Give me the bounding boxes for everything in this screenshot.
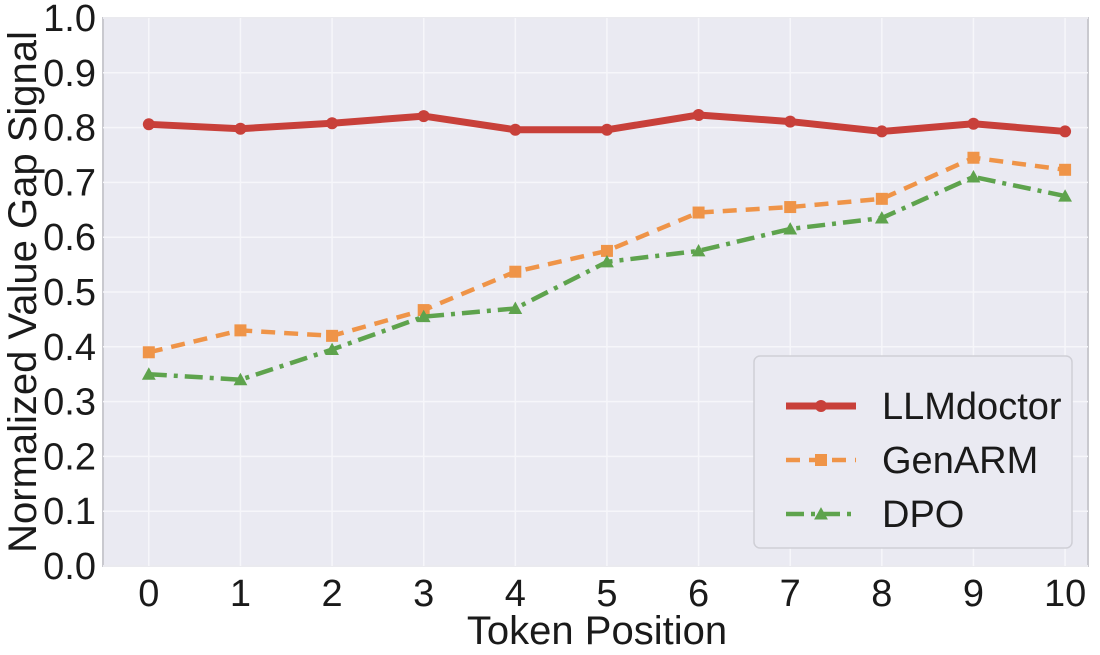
data-point-dpo [233,372,248,386]
data-point-llmdoctor [784,115,797,128]
legend: LLMdoctor GenARM DPO [753,355,1073,549]
data-point-genarm [142,346,155,359]
x-tick-label: 6 [688,573,709,615]
data-point-llmdoctor [692,108,705,121]
data-point-llmdoctor [509,123,522,136]
x-tick-label: 0 [138,573,159,615]
legend-item-llmdoctor: LLMdoctor [786,386,1062,428]
x-tick-label: 9 [963,573,984,615]
y-tick-label: 0.0 [43,546,96,588]
legend-item-dpo: DPO [786,494,964,536]
x-tick-label: 10 [1044,573,1086,615]
x-axis-label: Token Position [467,609,727,653]
data-point-dpo [874,211,889,224]
data-point-dpo [325,342,339,356]
series-llmdoctor [142,108,1072,138]
x-tick-label: 8 [871,573,892,615]
data-point-llmdoctor [234,122,247,135]
data-point-genarm [326,329,339,342]
data-point-dpo [141,367,156,380]
y-tick-label: 1.0 [43,0,96,40]
series-genarm [142,151,1072,359]
y-tick-label: 0.9 [43,53,96,95]
series-layer [141,108,1072,386]
y-tick-label: 0.7 [43,162,96,204]
legend-label-dpo: DPO [882,494,964,536]
data-point-llmdoctor [875,125,888,138]
data-point-genarm [1059,163,1072,176]
y-tick-label: 0.2 [43,436,96,478]
x-tick-label: 4 [505,573,526,615]
series-line-genarm [148,155,1066,355]
data-point-genarm [784,201,797,214]
legend-marker-llmdoctor [815,400,827,412]
data-point-dpo [691,244,706,257]
data-point-dpo [1058,189,1072,202]
legend-entries: LLMdoctor GenARM DPO [786,386,1062,536]
y-axis-label: Normalized Value Gap Signal [1,31,45,553]
legend-item-genarm: GenARM [786,440,1038,482]
x-tick-label: 5 [596,573,617,615]
data-point-dpo [966,170,981,183]
x-tick-label: 7 [780,573,801,615]
legend-label-llmdoctor: LLMdoctor [882,386,1062,428]
y-tick-labels: 0.0 0.1 0.2 0.3 0.4 0.5 0.6 0.7 0.8 0.9 1.0 [43,0,96,588]
x-tick-labels: 0 1 2 3 4 5 6 7 8 9 10 [138,573,1086,615]
data-point-genarm [692,206,705,219]
y-tick-label: 0.8 [43,108,96,150]
data-point-genarm [509,265,522,278]
x-tick-label: 2 [321,573,342,615]
x-tick-label: 1 [230,573,251,615]
data-point-dpo [783,222,798,235]
data-point-dpo [508,301,523,314]
data-point-genarm [600,244,613,257]
data-point-genarm [875,192,888,205]
data-point-dpo [416,309,431,323]
data-point-genarm [967,151,980,164]
y-tick-label: 0.1 [43,491,96,533]
data-point-dpo [600,254,614,268]
y-tick-label: 0.6 [43,217,96,259]
data-point-genarm [234,324,247,337]
x-tick-label: 3 [413,573,434,615]
data-point-llmdoctor [600,123,613,136]
data-point-llmdoctor [417,110,430,123]
data-point-llmdoctor [1059,125,1072,138]
legend-marker-genarm [815,454,827,466]
y-tick-label: 0.5 [43,272,96,314]
data-point-llmdoctor [967,117,980,130]
data-point-llmdoctor [142,118,155,131]
legend-marker-dpo [814,507,828,520]
data-point-llmdoctor [326,117,339,130]
y-tick-label: 0.3 [43,382,96,424]
series-dpo [141,170,1072,386]
legend-label-genarm: GenARM [882,440,1038,482]
y-tick-label: 0.4 [43,327,96,369]
